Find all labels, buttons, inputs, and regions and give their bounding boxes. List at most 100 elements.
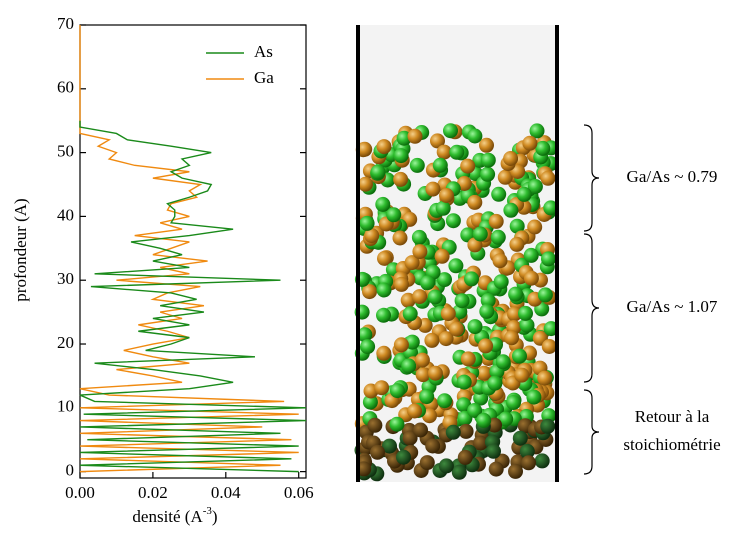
atom	[529, 123, 545, 139]
y-tick-label: 60	[57, 78, 74, 97]
series-line	[79, 120, 307, 473]
y-tick-label: 20	[57, 333, 74, 352]
atom	[445, 424, 461, 440]
atom	[419, 455, 435, 471]
atom	[445, 213, 461, 229]
atom	[448, 258, 464, 274]
atom	[413, 422, 428, 438]
atom	[432, 157, 448, 173]
brace	[583, 389, 600, 475]
atom	[476, 365, 492, 381]
atom	[358, 176, 373, 192]
atom	[535, 140, 551, 156]
x-tick-label: 0.00	[65, 483, 95, 502]
atom	[414, 352, 430, 368]
atom	[478, 338, 494, 354]
atom	[488, 213, 504, 229]
atom	[512, 430, 528, 446]
atom	[522, 135, 538, 151]
atom	[389, 383, 405, 399]
atom	[425, 438, 441, 454]
atom	[359, 215, 375, 231]
atom	[509, 236, 525, 252]
atom	[503, 151, 519, 166]
atom	[409, 157, 425, 173]
atom	[456, 374, 472, 390]
atom	[479, 137, 494, 153]
atom	[476, 412, 492, 428]
atom	[509, 218, 525, 234]
atom	[435, 200, 451, 216]
atom	[364, 228, 380, 244]
atom	[360, 339, 376, 355]
atom	[356, 461, 372, 477]
y-tick-label: 40	[57, 205, 74, 224]
atom	[467, 128, 483, 144]
atom	[420, 275, 435, 291]
atom	[375, 196, 391, 212]
atom	[438, 331, 454, 347]
atom	[449, 144, 465, 160]
atom	[386, 207, 402, 223]
atom	[389, 416, 405, 432]
atom	[480, 166, 496, 182]
atom	[516, 186, 532, 202]
atom	[357, 327, 373, 343]
atom	[508, 463, 523, 479]
x-tick-label: 0.02	[138, 483, 168, 502]
annotation: Retour à la	[635, 407, 710, 426]
atom	[486, 443, 501, 459]
brace	[583, 124, 600, 232]
atom	[534, 453, 550, 469]
y-tick-label: 0	[66, 461, 75, 480]
atom	[523, 270, 539, 286]
atom	[479, 303, 495, 319]
atom	[436, 144, 452, 160]
atom	[394, 276, 409, 292]
atom	[393, 337, 409, 353]
atom	[487, 375, 503, 391]
atom	[392, 230, 408, 246]
atom	[537, 370, 553, 386]
atom	[401, 358, 417, 374]
atom	[393, 171, 409, 187]
atom	[407, 128, 423, 144]
x-tick-label: 0.06	[284, 483, 314, 502]
y-tick-label: 70	[57, 14, 74, 33]
atom	[376, 139, 392, 155]
legend-label: Ga	[254, 68, 274, 87]
atom	[540, 170, 556, 186]
atom	[467, 403, 483, 418]
atom	[537, 287, 553, 303]
atom	[504, 330, 520, 346]
x-axis-label: densité (A-3)	[132, 505, 217, 526]
simulation-image	[354, 25, 559, 482]
atom	[498, 411, 514, 427]
y-tick-label: 10	[57, 397, 74, 416]
y-tick-label: 50	[57, 142, 74, 161]
atom	[460, 158, 476, 174]
atom	[467, 319, 483, 335]
atom	[451, 464, 467, 480]
atom	[402, 430, 418, 446]
atom	[374, 380, 390, 396]
atom	[437, 393, 453, 409]
annotation: Ga/As ~ 1.07	[627, 297, 718, 316]
atom	[402, 306, 418, 322]
atom	[396, 449, 411, 465]
atom	[460, 351, 476, 367]
atom	[370, 444, 385, 460]
atom	[473, 390, 489, 406]
atom	[377, 250, 392, 266]
x-tick-label: 0.04	[211, 483, 241, 502]
atom	[456, 176, 472, 191]
atom	[472, 435, 488, 451]
atom	[400, 292, 416, 308]
atom	[508, 286, 524, 302]
annotation: Ga/As ~ 0.79	[627, 167, 718, 186]
atom	[543, 321, 559, 337]
atom	[411, 229, 427, 245]
atom	[480, 152, 496, 168]
atom	[490, 229, 506, 245]
atom	[376, 345, 392, 361]
